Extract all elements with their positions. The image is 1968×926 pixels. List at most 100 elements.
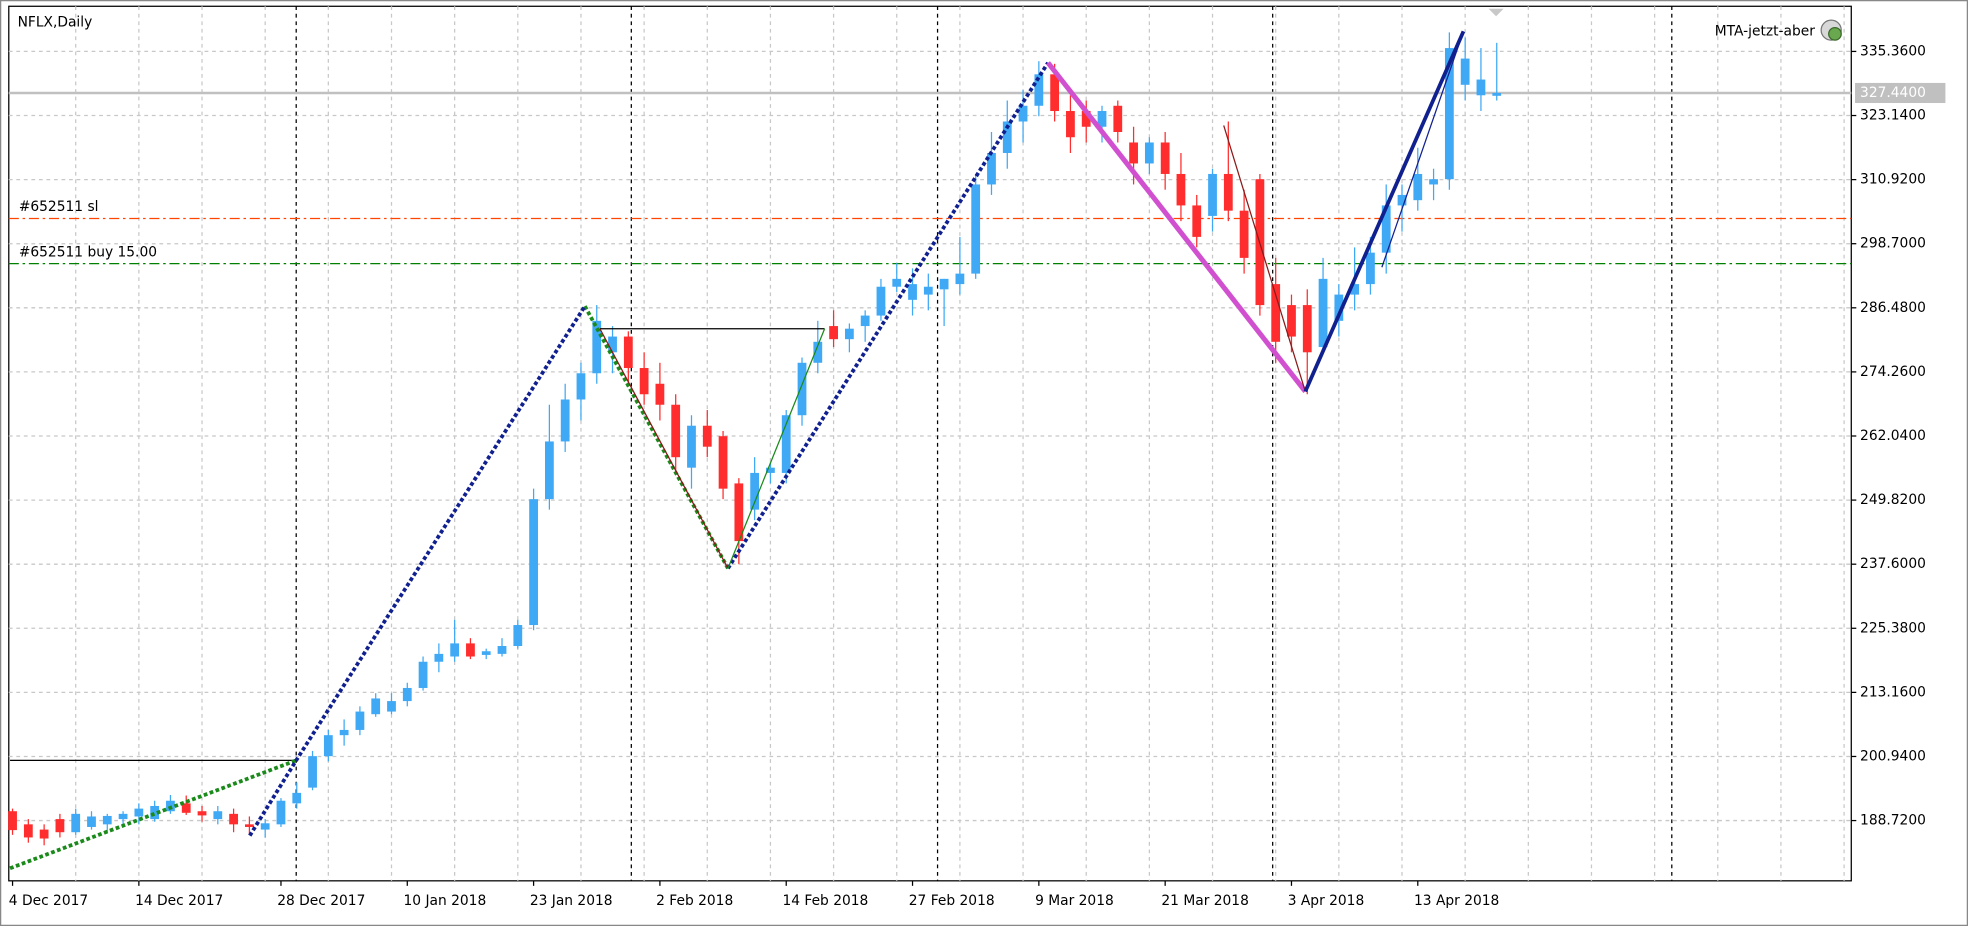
y-tick-label: 200.9400: [1860, 748, 1926, 764]
candle-body: [750, 472, 760, 510]
candle-body: [355, 711, 365, 730]
levels: #652511 sl #652511 buy 15.00: [8, 91, 1852, 265]
candle-body: [229, 813, 238, 825]
candle-body: [529, 499, 538, 626]
candle-body: [1492, 92, 1502, 96]
candle-body: [8, 811, 17, 831]
x-tick-label: 9 Mar 2018: [1035, 893, 1114, 909]
candle-body: [766, 467, 775, 473]
candle-body: [1113, 105, 1123, 132]
trend-line: [599, 328, 729, 569]
candle-body: [197, 811, 207, 816]
candle-body: [323, 735, 333, 757]
candle-body: [213, 811, 223, 820]
period-separators: [295, 6, 1673, 881]
candle-body: [387, 701, 396, 712]
candle-body: [1034, 74, 1044, 106]
candle-body: [1066, 111, 1075, 138]
x-tick-label: 28 Dec 2017: [277, 893, 365, 909]
candle-body: [829, 326, 838, 340]
candle-body: [276, 800, 286, 825]
candle-body: [608, 336, 617, 353]
candle-body: [1381, 205, 1391, 253]
candle-body: [23, 824, 33, 838]
candle-body: [718, 436, 728, 489]
candle-body: [1476, 79, 1486, 96]
y-tick-label: 286.4800: [1860, 300, 1926, 316]
candle-body: [781, 415, 791, 473]
candle-body: [655, 383, 665, 405]
y-tick-label: 310.9200: [1860, 172, 1926, 188]
candle-body: [118, 813, 128, 820]
zigzag-blue: [1303, 30, 1466, 393]
candle-body: [687, 425, 696, 468]
candle-body: [671, 404, 681, 458]
candle-body: [1318, 278, 1328, 348]
x-tick-label: 10 Jan 2018: [404, 893, 487, 909]
y-tick-label: 274.2600: [1860, 364, 1926, 380]
candle-body: [734, 483, 744, 542]
candle-body: [876, 286, 886, 316]
candle-body: [1413, 173, 1423, 201]
x-tick-label: 21 Mar 2018: [1161, 893, 1248, 909]
zigzag-overlays: [9, 8, 1504, 871]
x-tick-label: 2 Feb 2018: [656, 893, 733, 909]
candle-body: [702, 425, 712, 447]
candle-body: [955, 273, 965, 285]
candle-body: [592, 320, 602, 374]
y-tick-label: 237.6000: [1860, 556, 1926, 572]
grid: [8, 6, 1852, 881]
candle-body: [797, 362, 807, 416]
candle-body: [1176, 173, 1186, 206]
plot-area: [8, 5, 1852, 882]
candle-body: [150, 805, 160, 820]
y-tick-label: 298.7000: [1860, 236, 1926, 252]
candle-body: [1223, 173, 1233, 211]
candle-body: [292, 792, 302, 804]
candle-body: [497, 646, 507, 654]
candle-body: [576, 373, 586, 400]
x-tick-label: 27 Feb 2018: [909, 893, 995, 909]
order-label: #652511 sl: [19, 199, 99, 215]
candle-body: [513, 625, 523, 647]
x-tick-label: 14 Feb 2018: [782, 893, 868, 909]
x-tick-label: 3 Apr 2018: [1288, 893, 1365, 909]
candle-body: [102, 815, 112, 825]
candle-body: [892, 278, 902, 287]
candle-body: [1018, 105, 1028, 122]
x-tick-label: 14 Dec 2017: [135, 893, 223, 909]
candle-body: [987, 152, 996, 185]
candle-body: [308, 756, 317, 788]
candle-body: [1350, 284, 1360, 295]
candle-body: [1334, 294, 1344, 321]
candle-body: [1239, 210, 1249, 258]
candle-body: [1287, 305, 1296, 337]
candle-body: [434, 653, 444, 662]
y-tick-label: 335.3600: [1860, 43, 1926, 59]
candle-body: [71, 813, 81, 833]
candle-body: [181, 803, 191, 813]
candle-body: [39, 829, 49, 839]
x-tick-label: 4 Dec 2017: [9, 893, 88, 909]
zigzag-green: [9, 758, 297, 871]
candle-body: [481, 651, 491, 655]
candle-body: [402, 687, 412, 702]
candle-body: [134, 808, 144, 817]
candle-body: [418, 661, 428, 688]
candle-body: [1050, 74, 1060, 112]
candle-body: [1460, 58, 1470, 85]
x-tick-label: 23 Jan 2018: [530, 893, 613, 909]
y-tick-label: 249.8200: [1860, 492, 1926, 508]
candle-body: [1097, 111, 1107, 127]
candle-body: [450, 643, 460, 657]
candle-body: [813, 341, 823, 363]
candle-body: [1444, 48, 1454, 180]
candle-body: [87, 816, 96, 827]
shift-marker: [1488, 8, 1504, 17]
y-tick-label: 188.7200: [1860, 813, 1926, 829]
candle-body: [639, 368, 649, 395]
candle-body: [1192, 205, 1202, 237]
candle-body: [244, 824, 254, 827]
y-tick-label: 262.0400: [1860, 428, 1926, 444]
